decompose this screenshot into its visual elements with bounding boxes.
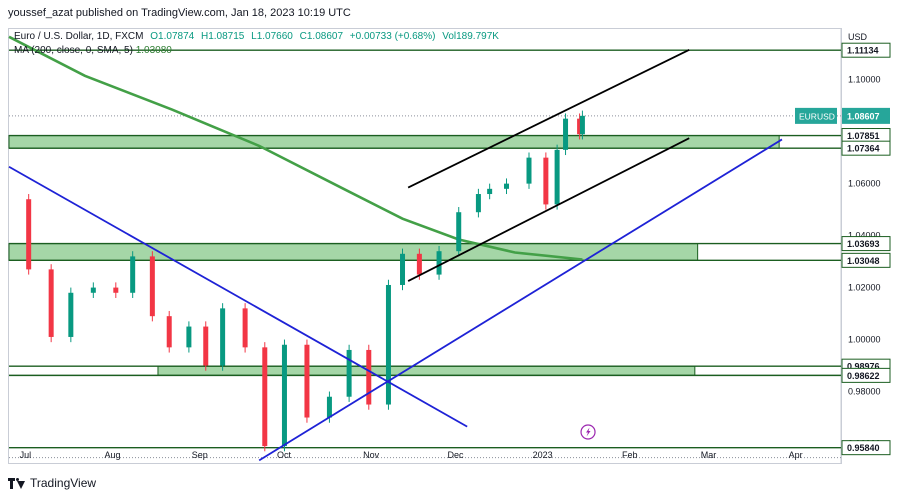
legend-ma-label: MA (200, close, 0, SMA, 5) xyxy=(14,45,133,56)
legend-close: C1.08607 xyxy=(299,31,344,42)
x-tick-label: Apr xyxy=(789,450,803,460)
price-label: 1.11134 xyxy=(847,46,879,56)
candle-body[interactable] xyxy=(436,251,442,275)
legend-ma: MA (200, close, 0, SMA, 5) 1.03080 xyxy=(14,45,172,56)
sr-zone-2[interactable] xyxy=(8,243,699,261)
candle-body[interactable] xyxy=(563,118,569,150)
candle-body[interactable] xyxy=(326,396,332,418)
candle-body[interactable] xyxy=(262,347,268,447)
legend-high: H1.08715 xyxy=(200,31,245,42)
candle-body[interactable] xyxy=(304,344,310,418)
price-label-box xyxy=(841,440,891,456)
candle-body[interactable] xyxy=(456,212,462,252)
candle-body[interactable] xyxy=(149,256,155,317)
price-label: 1.07851 xyxy=(847,131,880,141)
candle-body[interactable] xyxy=(366,349,372,405)
candle-body[interactable] xyxy=(475,194,481,213)
axis-currency-label: USD xyxy=(848,32,868,42)
legend-change: +0.00733 (+0.68%) xyxy=(349,31,436,42)
price-label-box xyxy=(841,236,891,252)
y-tick-label: 0.98000 xyxy=(848,387,881,397)
price-label-box xyxy=(841,367,891,383)
candle-body[interactable] xyxy=(400,253,406,285)
channel-line-1[interactable] xyxy=(407,48,690,189)
y-tick-label: 1.02000 xyxy=(848,283,881,293)
candle-body[interactable] xyxy=(113,287,119,293)
current-price-box xyxy=(842,107,890,124)
channel-line-2[interactable] xyxy=(407,137,690,282)
candle-body[interactable] xyxy=(504,183,510,189)
legend-open: O1.07874 xyxy=(150,31,195,42)
x-tick-label: Jul xyxy=(20,450,32,460)
candle-body[interactable] xyxy=(26,199,32,270)
candle-body[interactable] xyxy=(487,188,493,195)
sr-zone-3[interactable] xyxy=(157,365,696,376)
candle-body[interactable] xyxy=(68,292,74,337)
current-price-label: 1.08607 xyxy=(847,111,880,121)
price-label-box xyxy=(841,140,891,156)
candle-body[interactable] xyxy=(242,308,248,348)
price-label: 0.95840 xyxy=(847,443,880,453)
ma-200-line[interactable] xyxy=(8,35,583,261)
brand-name: TradingView xyxy=(30,476,97,490)
y-tick-label: 1.06000 xyxy=(848,179,881,189)
x-tick-label: Nov xyxy=(363,450,380,460)
symbol-label-box xyxy=(795,107,837,124)
trendline-1[interactable] xyxy=(8,165,468,428)
candle-body[interactable] xyxy=(90,287,96,293)
candle-body[interactable] xyxy=(526,157,532,184)
y-tick-label: 1.04000 xyxy=(848,231,881,241)
price-label: 1.03048 xyxy=(847,256,880,266)
x-tick-label: Aug xyxy=(105,450,121,460)
candle-body[interactable] xyxy=(346,349,352,397)
legend-ma-value: 1.03080 xyxy=(135,45,172,56)
candle-body[interactable] xyxy=(203,326,209,366)
x-tick-label: Mar xyxy=(701,450,717,460)
candle-body[interactable] xyxy=(281,344,287,447)
trendline-2[interactable] xyxy=(258,138,783,462)
price-label-box xyxy=(841,42,891,58)
price-label-box xyxy=(841,252,891,268)
legend-volume: Vol189.797K xyxy=(442,31,499,42)
candle-body[interactable] xyxy=(385,284,391,405)
candle-body[interactable] xyxy=(577,118,583,135)
candle-body[interactable] xyxy=(166,316,172,348)
tradingview-logo-icon xyxy=(8,477,25,489)
x-tick-label: Sep xyxy=(192,450,208,460)
y-tick-label: 1.10000 xyxy=(848,75,881,85)
candle-body[interactable] xyxy=(416,253,422,275)
candle-body[interactable] xyxy=(130,256,136,293)
price-label: 0.98976 xyxy=(847,362,880,372)
x-tick-label: Feb xyxy=(622,450,638,460)
x-tick-label: Dec xyxy=(447,450,464,460)
price-label: 1.03693 xyxy=(847,239,880,249)
candle-body[interactable] xyxy=(579,115,585,135)
candle-body[interactable] xyxy=(554,149,560,205)
sr-zone-1[interactable] xyxy=(8,135,780,149)
y-tick-label: 1.00000 xyxy=(848,335,881,345)
x-tick-label: Oct xyxy=(277,450,292,460)
lightning-glyph xyxy=(586,427,591,437)
candle-body[interactable] xyxy=(543,157,549,205)
candle-body[interactable] xyxy=(220,308,226,366)
x-tick-label: 2023 xyxy=(533,450,553,460)
legend-ohlc: Euro / U.S. Dollar, 1D, FXCM O1.07874 H1… xyxy=(14,31,503,42)
candle-body[interactable] xyxy=(48,269,54,337)
candle-body[interactable] xyxy=(186,326,192,348)
publisher-line: youssef_azat published on TradingView.co… xyxy=(8,7,351,19)
symbol-label: EURUSD xyxy=(799,111,835,121)
legend-symbol: Euro / U.S. Dollar, 1D, FXCM xyxy=(14,31,144,42)
price-label: 0.98622 xyxy=(847,371,880,381)
tradingview-brand[interactable]: TradingView xyxy=(8,476,96,490)
price-label: 1.07364 xyxy=(847,144,880,154)
legend-low: L1.07660 xyxy=(251,31,293,42)
